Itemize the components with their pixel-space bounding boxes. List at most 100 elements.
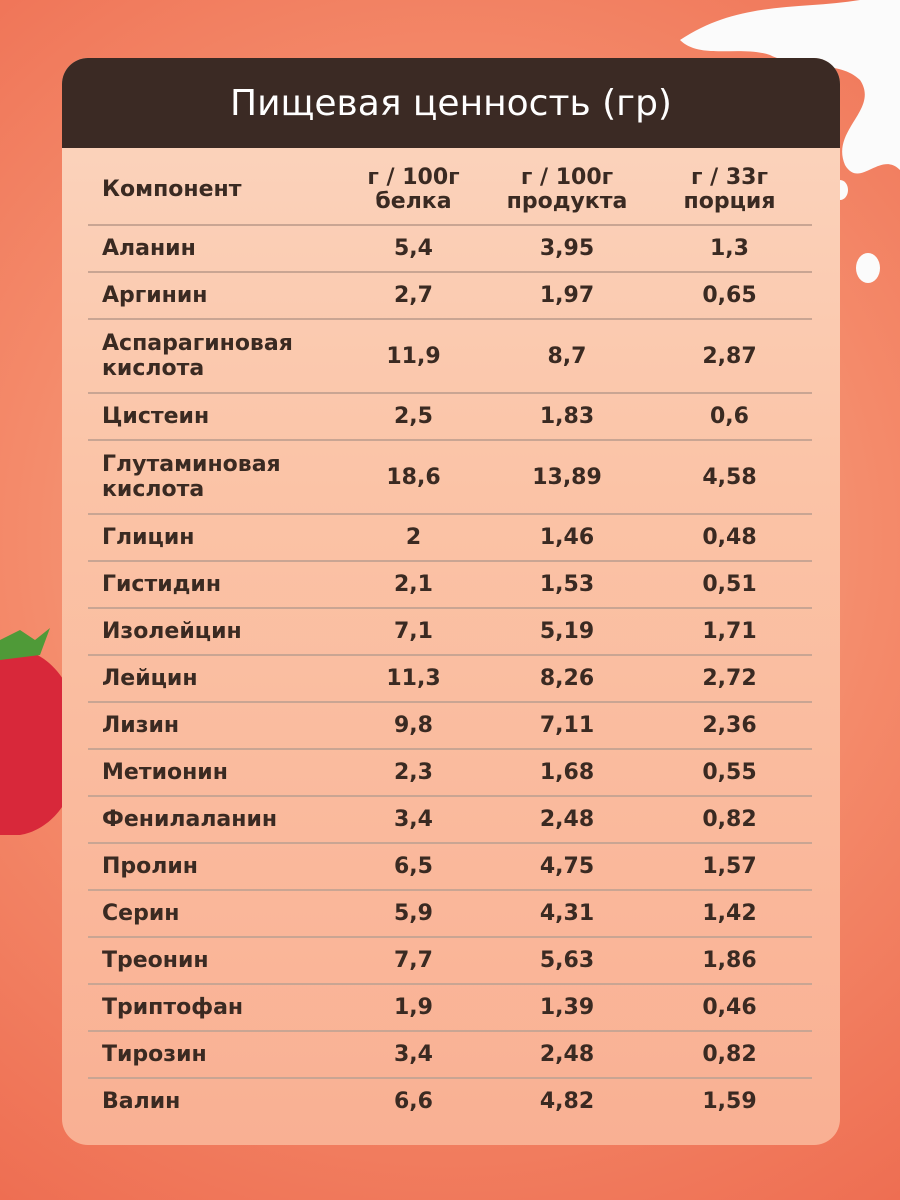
milk-drop [856, 253, 880, 283]
value-cell: 0,82 [647, 1030, 812, 1078]
value-cell: 1,3 [647, 224, 812, 272]
table-body: Аланин 5,4 3,95 1,3 Аргинин 2,7 1,97 0,65 Аспара… [88, 224, 812, 1124]
value-cell: 1,39 [487, 983, 647, 1031]
value-cell: 5,63 [487, 936, 647, 984]
value-cell: 5,9 [340, 889, 487, 937]
value-cell: 8,26 [487, 654, 647, 702]
value-cell: 9,8 [340, 701, 487, 749]
value-cell: 1,71 [647, 607, 812, 655]
component-name: Метионин [88, 748, 340, 796]
value-cell: 18,6 [340, 439, 487, 514]
value-cell: 0,51 [647, 560, 812, 608]
value-cell: 5,4 [340, 224, 487, 272]
table-row: Глицин 2 1,46 0,48 [88, 513, 812, 561]
value-cell: 6,5 [340, 842, 487, 890]
header-line: продукта [506, 189, 628, 214]
value-cell: 7,1 [340, 607, 487, 655]
value-cell: 4,75 [487, 842, 647, 890]
component-name: Глутаминовая кислота [88, 439, 340, 514]
value-cell: 2,7 [340, 271, 487, 319]
table-row: Изолейцин 7,1 5,19 1,71 [88, 607, 812, 655]
table-row: Лизин 9,8 7,11 2,36 [88, 701, 812, 749]
value-cell: 2,48 [487, 1030, 647, 1078]
component-name: Валин [88, 1077, 340, 1124]
value-cell: 13,89 [487, 439, 647, 514]
header-line: белка [375, 189, 452, 214]
value-cell: 8,7 [487, 318, 647, 393]
value-cell: 0,48 [647, 513, 812, 561]
value-cell: 2,48 [487, 795, 647, 843]
value-cell: 0,65 [647, 271, 812, 319]
table-row: Валин 6,6 4,82 1,59 [88, 1077, 812, 1124]
component-name: Фенилаланин [88, 795, 340, 843]
value-cell: 3,4 [340, 1030, 487, 1078]
value-cell: 1,57 [647, 842, 812, 890]
header-line: порция [683, 189, 776, 214]
table-row: Гистидин 2,1 1,53 0,51 [88, 560, 812, 608]
table-row: Цистеин 2,5 1,83 0,6 [88, 392, 812, 440]
header-line: г / 33г [691, 165, 768, 190]
column-header: г / 33г порция [647, 160, 812, 225]
header-line: Компонент [102, 177, 242, 202]
value-cell: 0,6 [647, 392, 812, 440]
value-cell: 1,46 [487, 513, 647, 561]
value-cell: 3,4 [340, 795, 487, 843]
column-header: г / 100г продукта [487, 160, 647, 225]
component-name: Аланин [88, 224, 340, 272]
table-row: Аспарагиновая кислота 11,9 8,7 2,87 [88, 318, 812, 393]
value-cell: 1,97 [487, 271, 647, 319]
value-cell: 7,11 [487, 701, 647, 749]
value-cell: 2,36 [647, 701, 812, 749]
value-cell: 11,9 [340, 318, 487, 393]
header-line: г / 100г [367, 165, 460, 190]
value-cell: 6,6 [340, 1077, 487, 1124]
milk-splash [680, 0, 900, 174]
value-cell: 1,9 [340, 983, 487, 1031]
value-cell: 5,19 [487, 607, 647, 655]
value-cell: 4,82 [487, 1077, 647, 1124]
component-name: Треонин [88, 936, 340, 984]
component-name: Лейцин [88, 654, 340, 702]
value-cell: 1,53 [487, 560, 647, 608]
table-row: Аргинин 2,7 1,97 0,65 [88, 271, 812, 319]
value-cell: 11,3 [340, 654, 487, 702]
amino-table: Компонент г / 100г белка г / 100г продукта г … [88, 160, 812, 1124]
value-cell: 0,46 [647, 983, 812, 1031]
value-cell: 1,83 [487, 392, 647, 440]
component-name: Аргинин [88, 271, 340, 319]
table-row: Триптофан 1,9 1,39 0,46 [88, 983, 812, 1031]
component-name: Пролин [88, 842, 340, 890]
header-line: г / 100г [520, 165, 614, 190]
table-row: Тирозин 3,4 2,48 0,82 [88, 1030, 812, 1078]
component-name: Аспарагиновая кислота [88, 318, 340, 393]
value-cell: 4,31 [487, 889, 647, 937]
component-name: Изолейцин [88, 607, 340, 655]
table-row: Фенилаланин 3,4 2,48 0,82 [88, 795, 812, 843]
value-cell: 2,72 [647, 654, 812, 702]
component-name: Триптофан [88, 983, 340, 1031]
value-cell: 1,86 [647, 936, 812, 984]
column-header: г / 100г белка [340, 160, 487, 225]
column-header: Компонент [88, 160, 340, 225]
value-cell: 2,1 [340, 560, 487, 608]
value-cell: 3,95 [487, 224, 647, 272]
nutrition-card: Пищевая ценность (гр) Компонент г / 100г б… [62, 58, 840, 1145]
table-row: Серин 5,9 4,31 1,42 [88, 889, 812, 937]
table-row: Треонин 7,7 5,63 1,86 [88, 936, 812, 984]
component-name: Глицин [88, 513, 340, 561]
component-name: Гистидин [88, 560, 340, 608]
component-name: Цистеин [88, 392, 340, 440]
title: Пищевая ценность (гр) [62, 58, 840, 148]
value-cell: 2 [340, 513, 487, 561]
value-cell: 1,59 [647, 1077, 812, 1124]
table-row: Лейцин 11,3 8,26 2,72 [88, 654, 812, 702]
value-cell: 2,5 [340, 392, 487, 440]
component-name: Лизин [88, 701, 340, 749]
table-row: Аланин 5,4 3,95 1,3 [88, 224, 812, 272]
value-cell: 1,42 [647, 889, 812, 937]
table-row: Пролин 6,5 4,75 1,57 [88, 842, 812, 890]
value-cell: 7,7 [340, 936, 487, 984]
table-row: Метионин 2,3 1,68 0,55 [88, 748, 812, 796]
